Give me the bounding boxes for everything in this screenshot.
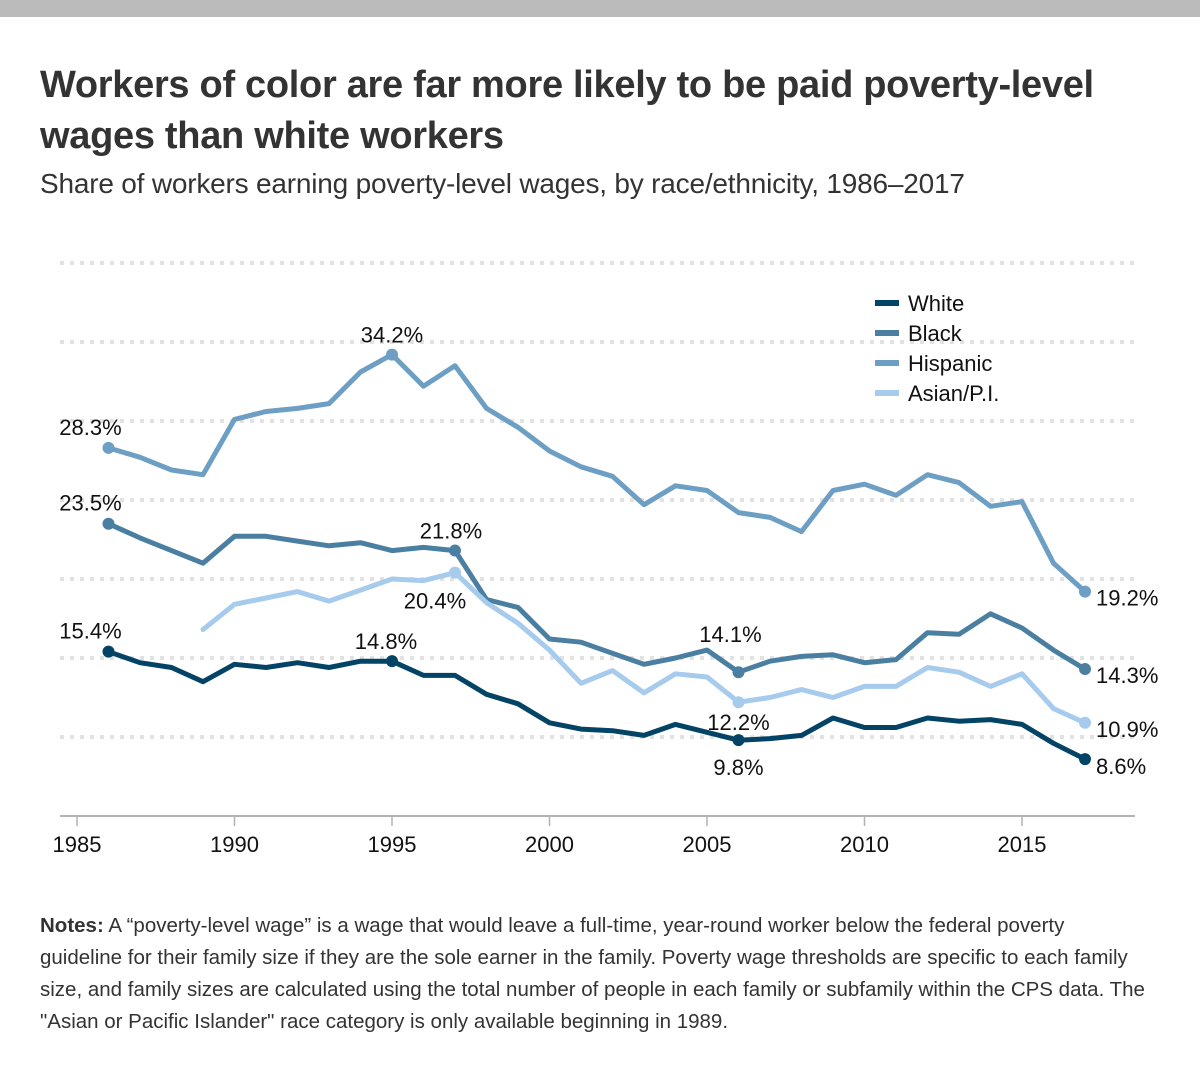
data-point-black-2006 (732, 666, 745, 679)
series-line-white (106, 649, 1088, 762)
data-point-asian-p-i-2006 (732, 696, 745, 709)
data-point-black-1997 (449, 544, 461, 557)
data-point-asian-p-i-2017 (1079, 716, 1091, 729)
x-tick-label-2010: 2010 (840, 832, 889, 857)
chart-subtitle: Share of workers earning poverty-level w… (40, 168, 965, 199)
data-point-asian-p-i-1997 (449, 566, 461, 579)
legend-label-black: Black (908, 321, 963, 346)
data-point-white-1995 (386, 655, 398, 668)
series-line-black (106, 521, 1088, 675)
data-label-asian-p-i-2017: 10.9% (1096, 717, 1158, 742)
data-label-white-1986: 15.4% (59, 619, 121, 644)
data-label-white-1995: 14.8% (355, 629, 417, 654)
series-lines (106, 352, 1088, 762)
data-label-black-1986: 23.5% (59, 491, 121, 516)
data-label-asian-p-i-1997: 20.4% (404, 589, 466, 614)
data-label-white-2006: 9.8% (713, 755, 763, 780)
data-point-white-1986 (102, 645, 115, 658)
x-tick-label-2005: 2005 (683, 832, 732, 857)
legend-swatch-black (875, 330, 899, 336)
data-labels: 28.3% 34.2% 19.2% 23.5% 21.8% 14.1% 14.3% 20.4%… (59, 323, 1158, 781)
data-point-hispanic-2017 (1079, 585, 1091, 598)
data-label-hispanic-1995: 34.2% (361, 323, 423, 348)
legend-swatch-hispanic (875, 360, 899, 366)
x-axis: 1985 1990 1995 2000 2005 2010 2015 (53, 815, 1135, 857)
legend-label-hispanic: Hispanic (908, 351, 992, 376)
data-label-asian-p-i-2006: 12.2% (707, 710, 769, 735)
data-point-hispanic-1986 (102, 441, 115, 454)
data-point-white-2017 (1079, 753, 1091, 766)
series-line-hispanic (106, 352, 1088, 595)
data-label-black-1997: 21.8% (420, 519, 482, 544)
data-label-hispanic-1986: 28.3% (59, 415, 121, 440)
legend-swatch-white (875, 300, 899, 306)
x-tick-label-1990: 1990 (210, 832, 259, 857)
legend-swatch-asian-p-i (875, 390, 899, 396)
legend-label-asian-p-i: Asian/P.I. (908, 381, 999, 406)
series-line-asian-p-i (200, 570, 1088, 726)
data-point-black-2017 (1079, 663, 1091, 676)
x-tick-label-1985: 1985 (53, 832, 102, 857)
x-tick-label-1995: 1995 (368, 832, 417, 857)
x-tick-label-2015: 2015 (998, 832, 1047, 857)
data-label-white-2017: 8.6% (1096, 754, 1146, 779)
legend: White Black Hispanic Asian/P.I. (875, 291, 999, 406)
data-point-black-1986 (102, 517, 115, 530)
notes-label: Notes: (40, 914, 104, 937)
data-label-black-2017: 14.3% (1096, 663, 1158, 688)
line-chart: 1985 1990 1995 2000 2005 2010 2015 28.3% 34.2% 1… (53, 261, 1158, 857)
data-point-white-2006 (732, 734, 745, 747)
gridlines (60, 261, 1135, 739)
legend-label-white: White (908, 291, 964, 316)
chart-title: Workers of color are far more likely to … (40, 64, 1094, 157)
notes-text: A “poverty-level wage” is a wage that wo… (40, 914, 1145, 1033)
data-label-hispanic-2017: 19.2% (1096, 586, 1158, 611)
data-point-hispanic-1995 (386, 348, 398, 361)
top-bar (0, 0, 1200, 17)
data-label-black-2006: 14.1% (699, 622, 761, 647)
chart-notes: Notes: A “poverty-level wage” is a wage … (40, 910, 1150, 1038)
x-tick-label-2000: 2000 (525, 832, 574, 857)
